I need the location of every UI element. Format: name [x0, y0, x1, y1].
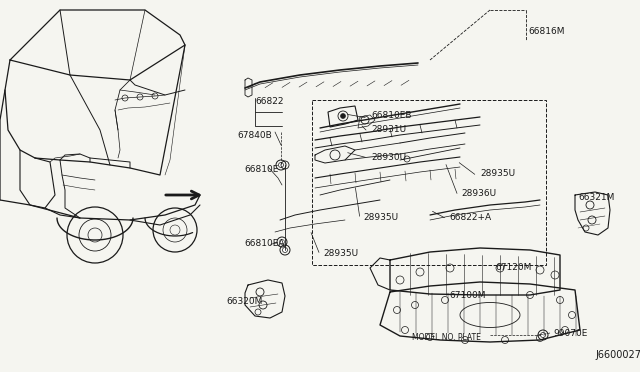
Bar [312, 100, 546, 265]
Text: J6600027: J6600027 [595, 350, 640, 360]
Text: 28935U: 28935U [323, 248, 358, 257]
Text: 66321M: 66321M [578, 193, 614, 202]
Text: 28935U: 28935U [363, 214, 398, 222]
Circle shape [170, 225, 180, 235]
Text: MODEL NO. PLATE: MODEL NO. PLATE [412, 333, 481, 341]
Text: 28931U: 28931U [371, 125, 406, 135]
Circle shape [88, 228, 102, 242]
Text: 28936U: 28936U [461, 189, 496, 199]
Circle shape [278, 163, 284, 167]
Text: 66810E: 66810E [244, 166, 278, 174]
Text: 28930U: 28930U [371, 154, 406, 163]
Circle shape [541, 333, 545, 337]
Text: 66822: 66822 [255, 97, 284, 106]
Text: 99070E: 99070E [553, 328, 588, 337]
Text: 66816M: 66816M [528, 28, 564, 36]
Text: 67120M: 67120M [495, 263, 531, 273]
Text: 67100M: 67100M [449, 292, 486, 301]
Text: 66810EB: 66810EB [371, 112, 412, 121]
Circle shape [340, 113, 346, 119]
Text: 66320M: 66320M [226, 298, 262, 307]
Text: 66822+A: 66822+A [449, 214, 491, 222]
Text: 28935U: 28935U [480, 170, 515, 179]
Text: 67840B: 67840B [237, 131, 272, 140]
Circle shape [282, 247, 287, 253]
Text: 66810EA: 66810EA [244, 238, 285, 247]
Circle shape [280, 240, 285, 244]
